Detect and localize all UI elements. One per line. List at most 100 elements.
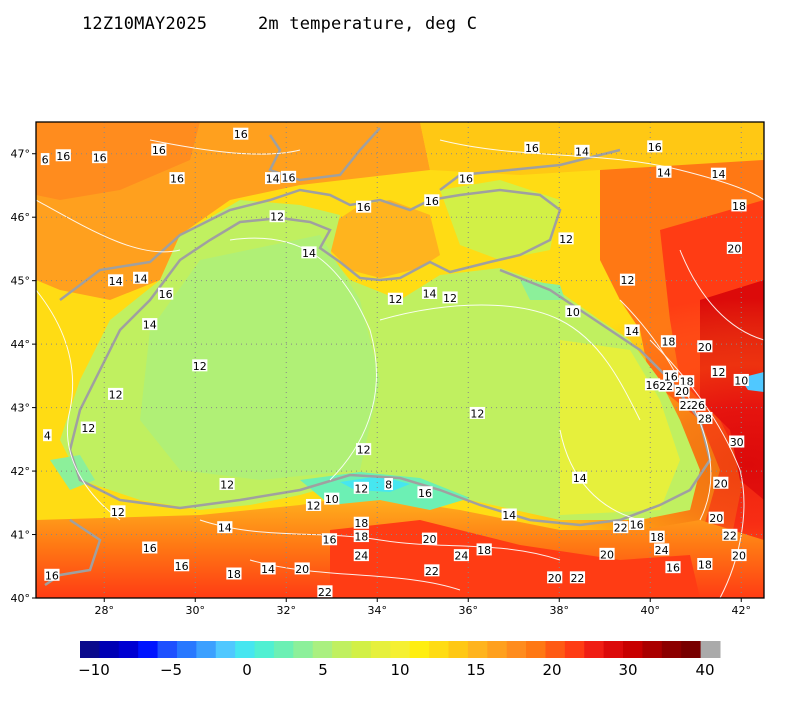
contour-label: 16 [322,534,336,547]
colorbar-swatch [681,641,702,658]
contour-label: 14 [502,509,516,522]
colorbar-tick-label: −10 [78,661,110,679]
contour-label-bg [679,375,695,388]
contour-label: 24 [354,550,368,563]
contour-label-bg [713,476,729,489]
contour-label-bg [731,199,747,212]
contour-label: 16 [282,171,296,184]
contour-label-bg [629,518,645,531]
contour-label: 14 [625,325,639,338]
contour-label-bg [710,365,727,378]
contour-label-bg [151,143,167,156]
contour-label-bg [574,144,590,157]
contour-label: 16 [175,560,189,573]
contour-label: 22 [425,565,439,578]
contour-label-bg [442,291,458,304]
lat-tick-label: 45° [11,275,31,288]
contour-label: 12 [111,506,125,519]
field-title: 2m temperature, deg C [258,14,478,34]
colorbar-swatch [254,641,275,658]
colorbar-swatch [545,641,566,658]
contour-label-bg [353,549,369,562]
contour-label: 12 [270,211,284,224]
lat-tick-label: 46° [11,211,31,224]
contour-label: 12 [559,233,573,246]
contour-label-bg [217,521,233,534]
lon-tick-label: 28° [95,604,115,617]
contour-label-bg [619,273,636,286]
colorbar-swatch [506,641,527,658]
contour-label-bg [110,505,126,518]
contour-label-bg [321,533,338,546]
colorbar-swatch [467,641,488,658]
contour-label: 18 [650,531,664,544]
colorbar-swatch [332,641,353,658]
contour-label-bg [55,149,71,162]
contour-label-bg [558,232,574,245]
contour-label: 18 [698,558,712,571]
colorbar: −10 −5 0 5 10 15 20 30 40 [78,641,721,679]
lat-tick-label: 40° [11,592,31,605]
contour-label: 18 [661,336,675,349]
contour-label-bg [654,543,670,556]
contour-label-bg [726,241,743,254]
contour-label-bg [317,585,333,598]
contour-label-bg [656,165,672,178]
colorbar-swatch [487,641,508,658]
lon-tick-label: 38° [550,604,570,617]
contour-label: 20 [295,563,309,576]
contour-label-bg [80,421,96,434]
contour-label-bg [547,571,563,584]
contour-label-bg [731,549,747,562]
contour-label-bg [453,549,470,562]
colorbar-swatch [80,641,100,658]
contour-label: 22 [680,399,694,412]
contour-label: 16 [418,487,432,500]
contour-label-bg [599,547,615,560]
colorbar-swatch [642,641,663,658]
contour-label-bg [421,532,438,545]
contour-label: 14 [573,472,587,485]
contour-label: 16 [525,142,539,155]
contour-label: 12 [193,360,207,373]
colorbar-swatch [118,641,139,658]
contour-label-bg [169,172,185,185]
contour-label-bg [424,564,440,577]
contour-label: 12 [81,422,95,435]
contour-label: 22 [614,522,628,535]
contour-label-bg [353,530,369,543]
colorbar-swatch [584,641,605,658]
contour-label: 12 [443,292,457,305]
contour-label-bg [280,170,297,183]
contour-label: 18 [477,544,491,557]
colorbar-tick-label: 30 [618,661,637,679]
colorbar-swatch [351,641,372,658]
colorbar-swatch [370,641,391,658]
contour-label: 12 [470,407,484,420]
contour-label: 22 [570,572,584,585]
contour-label-bg [697,557,713,570]
contour-label: 30 [730,436,744,449]
lat-tick-label: 47° [11,148,31,161]
contour-label: 14 [266,173,280,186]
contour-label: 8 [385,479,392,492]
contour-label-bg [158,287,174,300]
contour-label-bg [353,516,369,529]
contour-label-bg [501,508,517,521]
colorbar-tick-label: 15 [466,661,485,679]
contour-label: 6 [42,154,49,167]
contour-label-bg [108,274,124,287]
contour-label: 16 [646,379,660,392]
contour-label: 22 [318,586,332,599]
contour-label: 14 [109,275,123,288]
colorbar-tick-label: 10 [390,661,409,679]
colorbar-tick-label: 40 [695,661,714,679]
lon-tick-label: 40° [641,604,661,617]
lat-tick-label: 43° [11,402,31,415]
colorbar-tick-label: 5 [318,661,328,679]
colorbar-swatch [526,641,546,658]
contour-label-bg [658,379,674,392]
contour-label: 12 [388,293,402,306]
colorbar-swatch [157,641,178,658]
colorbar-swatch [273,641,294,658]
